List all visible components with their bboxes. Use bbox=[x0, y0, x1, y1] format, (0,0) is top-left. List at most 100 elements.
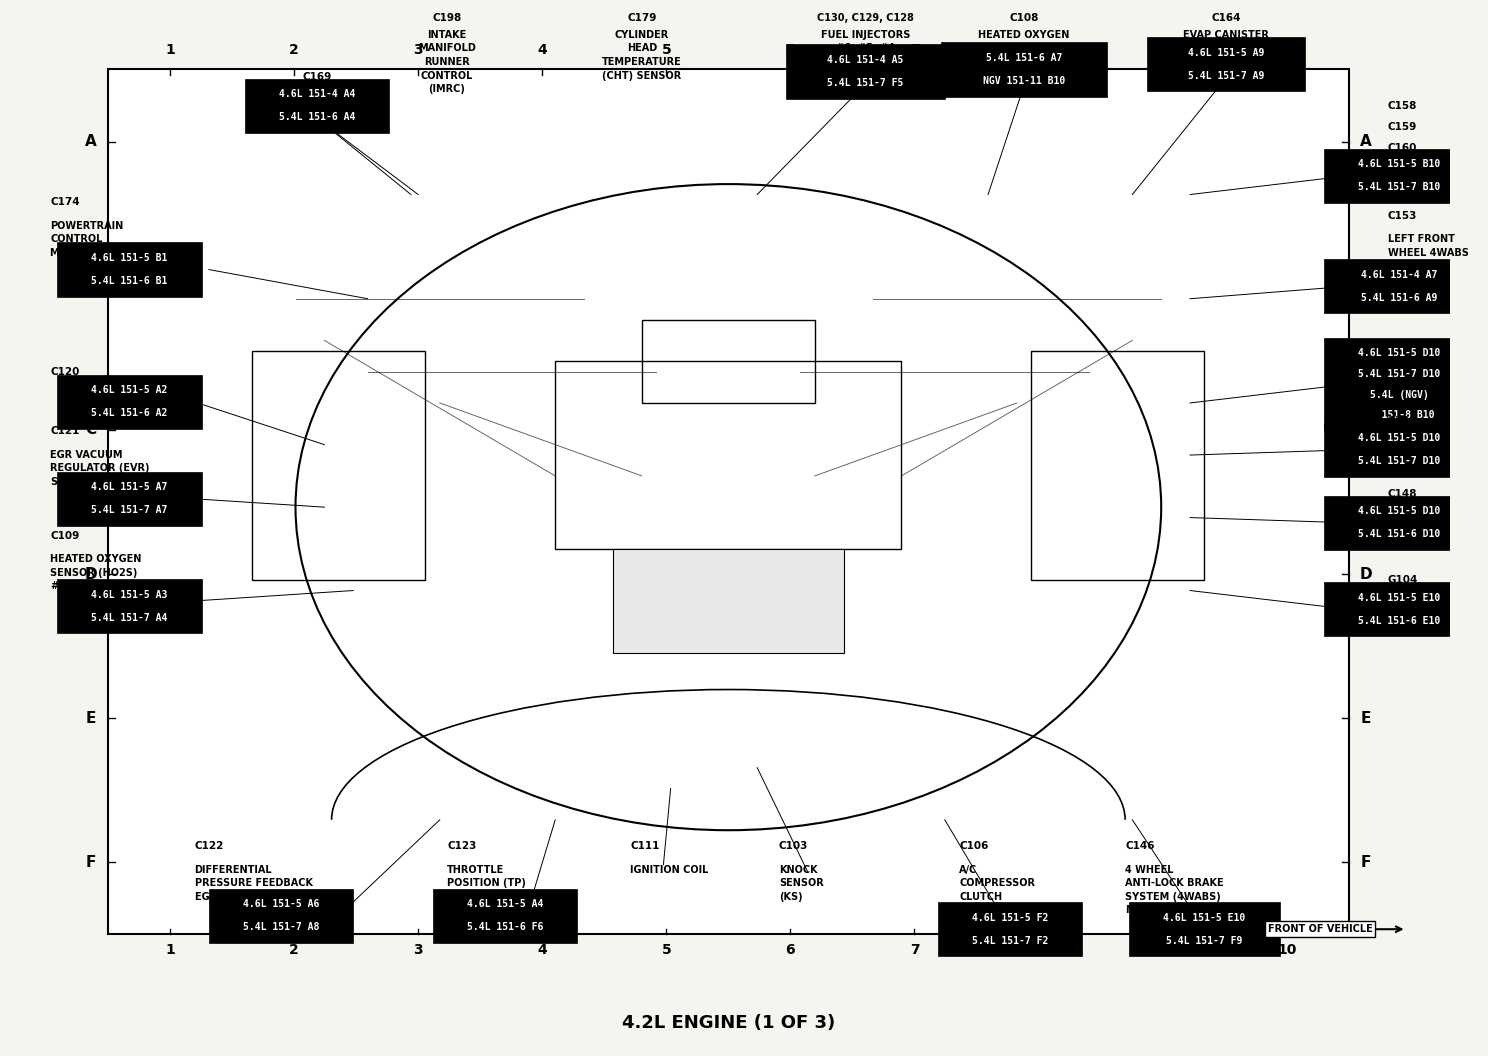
Text: CLUTCH: CLUTCH bbox=[960, 891, 1003, 902]
Text: 4.6L 151-5 A2: 4.6L 151-5 A2 bbox=[91, 385, 168, 395]
Text: B: B bbox=[1360, 278, 1372, 294]
Text: C158: C158 bbox=[1388, 101, 1417, 111]
FancyBboxPatch shape bbox=[1323, 338, 1475, 430]
Text: 5: 5 bbox=[662, 43, 671, 57]
Text: C: C bbox=[1360, 422, 1372, 437]
Text: 9: 9 bbox=[1158, 43, 1168, 57]
Text: 4.6L 151-4 A5: 4.6L 151-4 A5 bbox=[827, 55, 903, 65]
Text: 5.4L 151-7 D10: 5.4L 151-7 D10 bbox=[1359, 456, 1440, 467]
Text: TEMPERATURE: TEMPERATURE bbox=[603, 57, 682, 67]
Text: F: F bbox=[85, 855, 95, 870]
Text: 5.4L 151-6 A9: 5.4L 151-6 A9 bbox=[1362, 293, 1437, 303]
Text: THROTTLE: THROTTLE bbox=[446, 865, 504, 874]
Text: SENSOR: SENSOR bbox=[1388, 261, 1433, 271]
Text: 151-8 B10: 151-8 B10 bbox=[1364, 411, 1434, 420]
Text: EVAP CANISTER: EVAP CANISTER bbox=[1183, 30, 1269, 40]
Bar bbox=[641, 320, 815, 403]
Text: 10: 10 bbox=[1277, 943, 1296, 957]
FancyBboxPatch shape bbox=[1323, 422, 1475, 477]
Text: A/C: A/C bbox=[960, 865, 978, 874]
Text: POSITION (TP): POSITION (TP) bbox=[446, 879, 525, 888]
FancyBboxPatch shape bbox=[208, 888, 353, 943]
Text: 5.4L 151-6 A4: 5.4L 151-6 A4 bbox=[278, 112, 356, 122]
Text: RUNNER: RUNNER bbox=[424, 57, 470, 67]
Text: C160: C160 bbox=[1388, 143, 1417, 153]
FancyBboxPatch shape bbox=[58, 472, 202, 526]
Text: 4.6L 151-5 A3: 4.6L 151-5 A3 bbox=[91, 589, 168, 600]
Text: 5.4L 151-7 D10: 5.4L 151-7 D10 bbox=[1359, 369, 1440, 379]
Bar bbox=[253, 351, 426, 580]
FancyBboxPatch shape bbox=[1323, 149, 1475, 203]
Text: WHEEL 4WABS: WHEEL 4WABS bbox=[1388, 248, 1469, 258]
Text: C153: C153 bbox=[1388, 210, 1417, 221]
Text: ANTI-LOCK BRAKE: ANTI-LOCK BRAKE bbox=[1125, 879, 1223, 888]
Text: A: A bbox=[85, 134, 97, 149]
Text: 4.6L 151-5 D10: 4.6L 151-5 D10 bbox=[1359, 347, 1440, 358]
Text: 5.4L 151-7 F2: 5.4L 151-7 F2 bbox=[972, 936, 1048, 946]
Text: FRONT OF VEHICLE: FRONT OF VEHICLE bbox=[1268, 924, 1372, 935]
Bar bbox=[109, 70, 1348, 935]
Text: 8: 8 bbox=[1034, 943, 1043, 957]
Bar bbox=[1031, 351, 1204, 580]
FancyBboxPatch shape bbox=[58, 579, 202, 634]
Text: 7: 7 bbox=[909, 43, 920, 57]
Text: FUEL INJECTORS: FUEL INJECTORS bbox=[821, 30, 911, 40]
Text: 4.6L 151-5 D10: 4.6L 151-5 D10 bbox=[1359, 433, 1440, 444]
Text: 4.6L 151-5 A4: 4.6L 151-5 A4 bbox=[467, 900, 543, 909]
Text: 1: 1 bbox=[165, 43, 176, 57]
Text: SENSOR: SENSOR bbox=[778, 879, 823, 888]
Text: SYSTEM (4WABS): SYSTEM (4WABS) bbox=[1125, 891, 1220, 902]
Text: CONTROL: CONTROL bbox=[51, 234, 103, 244]
Text: C146: C146 bbox=[1125, 841, 1155, 851]
Text: (CHT) SENSOR: (CHT) SENSOR bbox=[603, 71, 682, 80]
Text: KNOCK: KNOCK bbox=[778, 865, 817, 874]
Text: PRESSURE FEEDBACK: PRESSURE FEEDBACK bbox=[195, 879, 312, 888]
Text: 4.6L 151-5 A9: 4.6L 151-5 A9 bbox=[1187, 48, 1265, 58]
Text: SOLENOID: SOLENOID bbox=[960, 905, 1015, 916]
Text: C169: C169 bbox=[302, 72, 332, 82]
Text: 5.4L 151-7 F9: 5.4L 151-7 F9 bbox=[1167, 936, 1242, 946]
Text: MODULE (PCM): MODULE (PCM) bbox=[51, 248, 134, 258]
Text: INTAKE: INTAKE bbox=[427, 30, 467, 40]
FancyBboxPatch shape bbox=[786, 44, 945, 98]
Text: 5.4L 151-7 A9: 5.4L 151-7 A9 bbox=[1187, 71, 1265, 80]
Text: 4: 4 bbox=[537, 943, 548, 957]
Text: 1: 1 bbox=[165, 943, 176, 957]
Text: SENSOR (HO2S): SENSOR (HO2S) bbox=[51, 568, 137, 578]
Text: 4.6L 151-5 B10: 4.6L 151-5 B10 bbox=[1359, 159, 1440, 169]
Text: C111: C111 bbox=[631, 841, 659, 851]
Text: 5.4L 151-6 D10: 5.4L 151-6 D10 bbox=[1359, 529, 1440, 540]
Text: 9: 9 bbox=[1158, 943, 1168, 957]
Text: 4.2L ENGINE (1 OF 3): 4.2L ENGINE (1 OF 3) bbox=[622, 1014, 835, 1032]
Text: SENSOR: SENSOR bbox=[446, 891, 491, 902]
Text: 5.4L 151-7 A7: 5.4L 151-7 A7 bbox=[91, 505, 168, 515]
Text: C108: C108 bbox=[1009, 13, 1039, 22]
Text: C149: C149 bbox=[1388, 416, 1417, 426]
FancyBboxPatch shape bbox=[58, 375, 202, 429]
Text: CONTROL: CONTROL bbox=[421, 71, 473, 80]
Text: HEAD: HEAD bbox=[626, 43, 656, 54]
Text: HEATED OXYGEN: HEATED OXYGEN bbox=[51, 554, 141, 564]
Text: (IMRC): (IMRC) bbox=[429, 84, 466, 94]
Text: SENSOR (HO2S) #21: SENSOR (HO2S) #21 bbox=[969, 43, 1080, 54]
FancyBboxPatch shape bbox=[1323, 495, 1475, 550]
Text: C130, C129, C128: C130, C129, C128 bbox=[817, 13, 914, 22]
Text: 4.6L 151-5 E10: 4.6L 151-5 E10 bbox=[1359, 592, 1440, 603]
Text: 2: 2 bbox=[289, 943, 299, 957]
Text: C121: C121 bbox=[51, 427, 79, 436]
Text: 5.4L 151-6 B1: 5.4L 151-6 B1 bbox=[91, 276, 168, 286]
Text: A: A bbox=[1360, 134, 1372, 149]
FancyBboxPatch shape bbox=[246, 79, 390, 133]
Bar bbox=[555, 361, 902, 549]
Text: 4.6L 151-5 F2: 4.6L 151-5 F2 bbox=[972, 912, 1048, 923]
Text: 5.4L 151-6 E10: 5.4L 151-6 E10 bbox=[1359, 616, 1440, 626]
Text: 4.6L 151-4 A7: 4.6L 151-4 A7 bbox=[1362, 269, 1437, 280]
Text: COMPRESSOR: COMPRESSOR bbox=[960, 879, 1036, 888]
FancyBboxPatch shape bbox=[1129, 902, 1280, 957]
Text: 4.6L 151-4 A4: 4.6L 151-4 A4 bbox=[278, 90, 356, 99]
FancyBboxPatch shape bbox=[58, 243, 202, 297]
Text: C159: C159 bbox=[1388, 121, 1417, 132]
Text: C150: C150 bbox=[1388, 341, 1417, 351]
Text: CYLINDER: CYLINDER bbox=[615, 30, 670, 40]
Text: 5: 5 bbox=[662, 943, 671, 957]
